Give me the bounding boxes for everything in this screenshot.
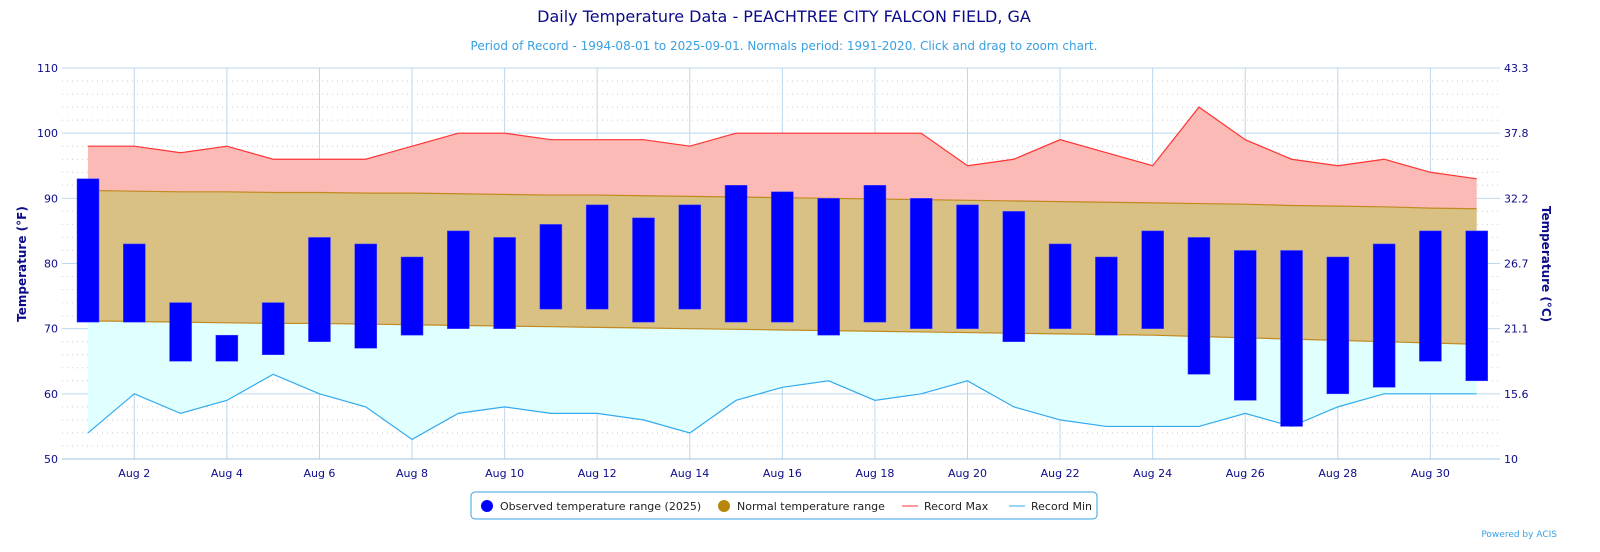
chart-title: Daily Temperature Data - PEACHTREE CITY … [537, 7, 1031, 26]
observed-range-bar [354, 243, 377, 349]
observed-range-bar [1234, 250, 1257, 401]
observed-range-bar [76, 178, 100, 323]
observed-bars [76, 178, 1488, 427]
observed-range-bar [493, 237, 516, 329]
y-axis-label-right: Temperature (°C) [1539, 206, 1553, 322]
observed-range-bar [1095, 256, 1118, 336]
y-axis-label-left: Temperature (°F) [15, 206, 29, 322]
observed-range-bar [1187, 237, 1211, 375]
observed-range-bar [123, 243, 146, 323]
x-tick-label: Aug 8 [396, 467, 428, 480]
x-tick-label: Aug 14 [670, 467, 709, 480]
observed-range-bar [585, 204, 609, 310]
legend-label-normal: Normal temperature range [737, 500, 885, 513]
legend: Observed temperature range (2025) Normal… [470, 491, 1098, 520]
y-tick-label-left: 70 [44, 323, 58, 336]
legend-label-record-max: Record Max [924, 500, 989, 513]
x-tick-label: Aug 30 [1411, 467, 1450, 480]
legend-marker-normal [718, 500, 730, 512]
y-tick-label-right: 10 [1504, 453, 1518, 466]
observed-range-bar [909, 198, 933, 329]
x-tick-label: Aug 22 [1041, 467, 1080, 480]
x-tick-label: Aug 10 [485, 467, 524, 480]
y-tick-label-left: 90 [44, 192, 58, 205]
observed-range-bar [863, 185, 887, 323]
observed-range-bar [956, 204, 979, 329]
observed-range-bar [539, 224, 563, 310]
legend-item-normal[interactable]: Normal temperature range [718, 500, 885, 513]
record-min-area [88, 320, 1477, 440]
x-tick-label: Aug 12 [578, 467, 617, 480]
x-tick-label: Aug 18 [855, 467, 894, 480]
observed-range-bar [215, 334, 239, 362]
observed-range-bar [632, 217, 655, 323]
observed-range-bar [817, 198, 840, 336]
observed-range-bar [678, 204, 702, 310]
axes: 50 10 60 15.6 70 21.1 80 26.7 90 32.2 100 37.8 110 43… [37, 62, 1529, 480]
legend-item-observed[interactable]: Observed temperature range (2025) [481, 500, 701, 513]
y-tick-label-left: 80 [44, 258, 58, 271]
observed-range-bar [261, 302, 285, 355]
y-tick-label-left: 110 [37, 62, 58, 75]
observed-range-bar [1372, 243, 1396, 388]
x-tick-label: Aug 28 [1318, 467, 1357, 480]
record-max-line [88, 106, 1477, 180]
x-tick-label: Aug 6 [303, 467, 335, 480]
record-max-area [88, 107, 1477, 209]
observed-range-bar [771, 191, 794, 323]
record-min-line [87, 373, 1477, 441]
y-tick-label-left: 50 [44, 453, 58, 466]
x-tick-label: Aug 16 [763, 467, 802, 480]
observed-range-bar [1326, 256, 1350, 395]
y-tick-label-right: 26.7 [1504, 258, 1529, 271]
legend-label-record-min: Record Min [1031, 500, 1092, 513]
y-tick-label-right: 37.8 [1504, 127, 1529, 140]
observed-range-bar [447, 230, 470, 329]
credit-link[interactable]: Powered by ACIS [1481, 530, 1557, 540]
chart-subtitle: Period of Record - 1994-08-01 to 2025-09… [471, 39, 1098, 53]
x-tick-label: Aug 4 [211, 467, 243, 480]
x-tick-label: Aug 2 [118, 467, 150, 480]
legend-marker-observed [481, 500, 493, 512]
observed-range-bar [400, 256, 424, 336]
observed-range-bar [1465, 230, 1488, 382]
observed-range-bar [308, 237, 331, 342]
x-tick-label: Aug 26 [1226, 467, 1265, 480]
x-tick-label: Aug 24 [1133, 467, 1172, 480]
y-tick-label-left: 60 [44, 388, 58, 401]
legend-item-record-max[interactable]: Record Max [902, 500, 989, 513]
observed-range-bar [1002, 211, 1026, 342]
observed-range-bar [1419, 230, 1442, 362]
y-tick-label-left: 100 [37, 127, 58, 140]
y-tick-label-right: 43.3 [1504, 62, 1529, 75]
legend-box [470, 491, 1098, 520]
legend-label-observed: Observed temperature range (2025) [500, 500, 701, 513]
y-tick-label-right: 32.2 [1504, 192, 1529, 205]
y-tick-label-right: 21.1 [1504, 323, 1529, 336]
observed-range-bar [1048, 243, 1072, 329]
observed-range-bar [1280, 250, 1303, 427]
x-tick-label: Aug 20 [948, 467, 987, 480]
observed-range-bar [169, 302, 192, 362]
legend-item-record-min[interactable]: Record Min [1009, 500, 1092, 513]
observed-range-bar [724, 185, 748, 323]
observed-range-bar [1141, 230, 1164, 329]
y-tick-label-right: 15.6 [1504, 388, 1529, 401]
